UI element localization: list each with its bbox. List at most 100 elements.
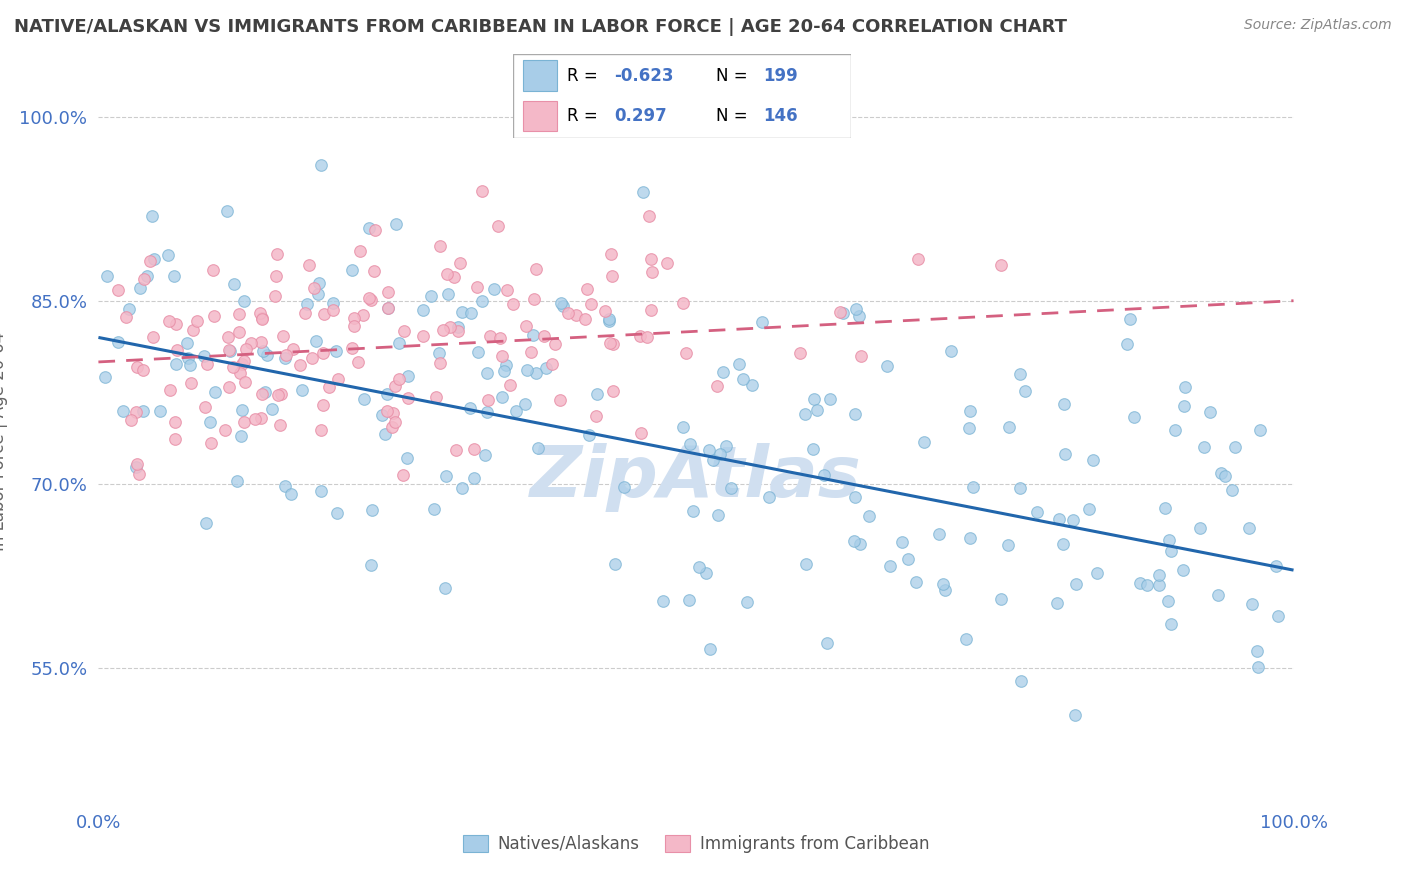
Point [522, 327, 544, 342]
Point [463, 442, 485, 456]
Point [125, 405, 148, 419]
Point [385, 217, 408, 231]
Point [245, 412, 267, 426]
Point [907, 252, 929, 266]
Point [962, 480, 984, 494]
Point [322, 303, 344, 318]
Point [436, 469, 458, 483]
Point [343, 318, 366, 333]
Point [232, 415, 254, 429]
Point [298, 258, 321, 272]
Point [492, 364, 515, 378]
Point [125, 459, 148, 474]
Point [388, 335, 411, 350]
Point [851, 349, 873, 363]
Point [890, 535, 912, 549]
Point [675, 346, 697, 360]
Point [198, 415, 221, 429]
Point [602, 384, 624, 398]
Point [699, 641, 721, 656]
Point [475, 366, 498, 380]
Point [1122, 410, 1144, 425]
Point [449, 256, 471, 270]
Point [496, 283, 519, 297]
Point [1157, 594, 1180, 608]
Point [1163, 423, 1185, 437]
Point [565, 308, 588, 322]
Point [844, 407, 866, 421]
Point [879, 558, 901, 573]
Point [1189, 521, 1212, 535]
Point [858, 508, 880, 523]
Point [412, 329, 434, 343]
Text: 146: 146 [763, 107, 797, 125]
Y-axis label: In Labor Force | Age 20-64: In Labor Force | Age 20-64 [0, 332, 8, 551]
Point [377, 285, 399, 299]
Point [165, 357, 187, 371]
Point [1136, 578, 1159, 592]
Point [429, 239, 451, 253]
Point [250, 411, 273, 425]
Point [599, 335, 621, 350]
Point [357, 291, 380, 305]
Point [266, 388, 288, 402]
Point [1241, 597, 1264, 611]
Point [640, 302, 662, 317]
Point [848, 309, 870, 323]
Point [533, 329, 555, 343]
Point [159, 383, 181, 397]
Point [714, 439, 737, 453]
Point [602, 337, 624, 351]
Point [222, 277, 245, 291]
Point [735, 594, 758, 608]
Point [239, 336, 262, 351]
Point [436, 287, 458, 301]
Point [651, 593, 673, 607]
Point [176, 351, 198, 366]
Text: N =: N = [716, 107, 752, 125]
Text: ZipAtlas: ZipAtlas [530, 443, 862, 512]
Point [200, 435, 222, 450]
Point [751, 315, 773, 329]
Point [912, 434, 935, 449]
Point [141, 209, 163, 223]
Point [955, 632, 977, 647]
Point [427, 346, 450, 360]
Point [142, 330, 165, 344]
Point [384, 378, 406, 392]
Point [312, 307, 335, 321]
Point [326, 372, 349, 386]
Point [990, 258, 1012, 272]
Point [326, 506, 349, 520]
Point [360, 293, 382, 308]
Point [796, 557, 818, 571]
Point [222, 359, 245, 374]
Point [1206, 588, 1229, 602]
Point [815, 636, 838, 650]
Point [395, 451, 418, 466]
Point [231, 357, 253, 371]
Point [613, 480, 636, 494]
Point [1160, 616, 1182, 631]
Point [229, 366, 252, 380]
Point [1222, 483, 1244, 498]
Point [107, 335, 129, 350]
Point [115, 310, 138, 324]
Text: NATIVE/ALASKAN VS IMMIGRANTS FROM CARIBBEAN IN LABOR FORCE | AGE 20-64 CORRELATI: NATIVE/ALASKAN VS IMMIGRANTS FROM CARIBB… [14, 18, 1067, 36]
Point [544, 337, 567, 351]
Point [486, 219, 509, 233]
Point [697, 442, 720, 457]
Point [204, 384, 226, 399]
Point [134, 272, 156, 286]
Point [269, 417, 291, 432]
Point [720, 482, 742, 496]
Point [349, 244, 371, 259]
Point [176, 335, 198, 350]
Point [655, 256, 678, 270]
Point [1249, 423, 1271, 437]
Point [218, 343, 240, 357]
Point [813, 467, 835, 482]
Point [460, 306, 482, 320]
Point [412, 302, 434, 317]
Point [128, 280, 150, 294]
